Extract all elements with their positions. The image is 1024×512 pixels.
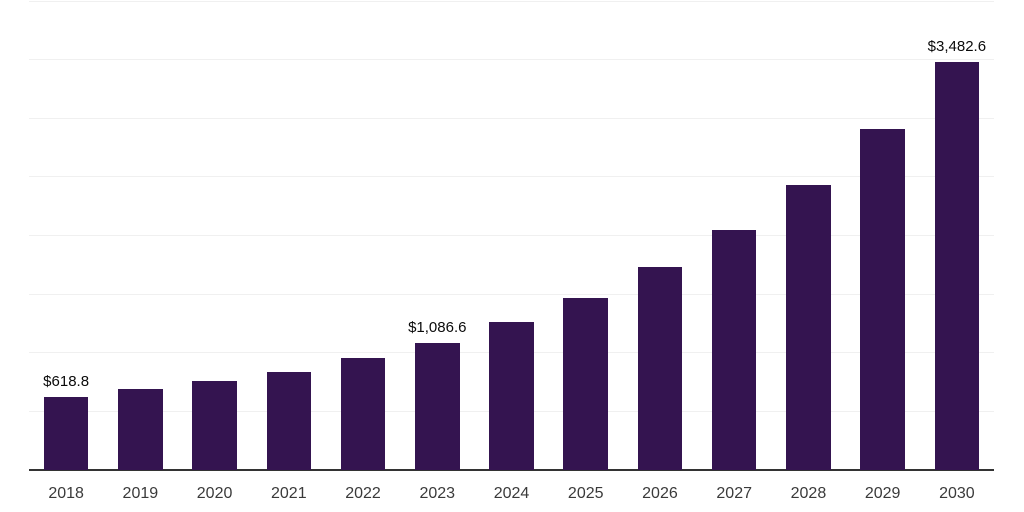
x-tick-label-2020: 2020 xyxy=(196,485,233,502)
x-tick-label-2023: 2023 xyxy=(419,485,456,502)
bar-2019 xyxy=(118,389,163,470)
bar-2024 xyxy=(489,322,534,470)
gridline-2000 xyxy=(29,235,994,236)
x-tick-label-2028: 2028 xyxy=(790,485,827,502)
x-tick-label-2029: 2029 xyxy=(864,485,901,502)
bar-value-label-2018: $618.8 xyxy=(43,373,90,391)
bar-2018 xyxy=(43,397,89,470)
bar-2029 xyxy=(860,129,905,470)
bar-2023 xyxy=(415,342,460,470)
x-tick-label-2019: 2019 xyxy=(122,485,159,502)
x-tick-label-2025: 2025 xyxy=(567,485,604,502)
x-tick-label-2022: 2022 xyxy=(345,485,381,502)
bar-2021 xyxy=(266,371,312,470)
x-tick-label-2026: 2026 xyxy=(642,485,678,502)
x-tick-label-2027: 2027 xyxy=(716,485,752,502)
gridline-1500 xyxy=(29,293,994,295)
x-tick-label-2021: 2021 xyxy=(271,485,307,502)
gridline-3000 xyxy=(29,117,994,119)
bar-2022 xyxy=(340,358,386,470)
x-axis-line xyxy=(29,469,994,471)
bar-2028 xyxy=(786,185,831,470)
bar-2026 xyxy=(637,266,683,470)
bar-value-label-2023: $1,086.6 xyxy=(408,318,467,336)
x-tick-label-2018: 2018 xyxy=(48,485,84,502)
bar-2020 xyxy=(192,380,237,470)
bar-value-label-2030: $3,482.6 xyxy=(927,37,987,55)
gridline-2500 xyxy=(29,176,994,178)
x-tick-label-2030: 2030 xyxy=(939,485,975,502)
gridline-3500 xyxy=(29,59,994,61)
bar-2025 xyxy=(563,298,608,470)
gridline-4000 xyxy=(29,0,994,2)
x-tick-label-2024: 2024 xyxy=(493,485,530,502)
bar-2030 xyxy=(934,61,980,470)
bar-2027 xyxy=(711,230,757,470)
